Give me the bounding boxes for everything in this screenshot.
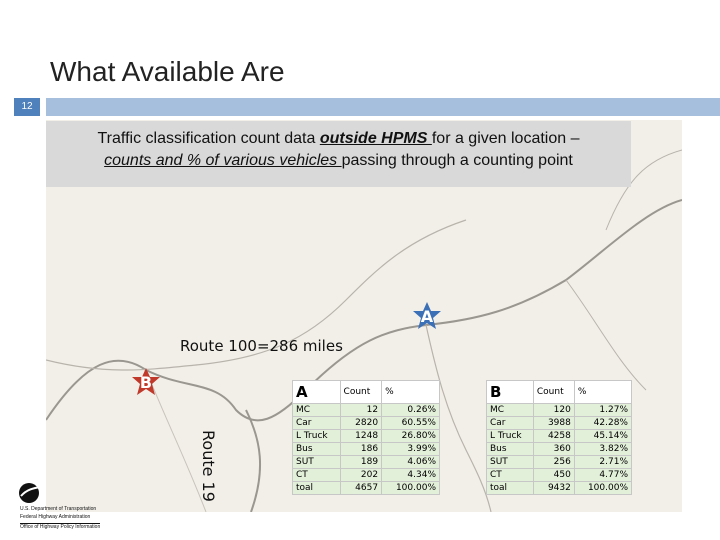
row-percent: 45.14% xyxy=(573,429,633,443)
row-label: toal xyxy=(292,481,341,495)
marker-a: A xyxy=(412,302,442,332)
route-100-label: Route 100=286 miles xyxy=(180,337,343,355)
row-percent: 4.06% xyxy=(381,455,440,469)
table-row: CT 450 4.77% xyxy=(486,468,633,482)
marker-b: B xyxy=(131,368,161,398)
star-icon xyxy=(132,368,160,395)
star-icon xyxy=(413,302,441,329)
row-label: toal xyxy=(486,481,534,495)
count-table-a: A Count% MC 12 0.26% Car 2820 60.55% L Truck 1248… xyxy=(292,380,440,495)
callout-text: for a given location – xyxy=(431,130,580,147)
callout-text: passing through a counting point xyxy=(341,152,573,169)
row-count: 12 xyxy=(339,403,383,417)
row-count: 4657 xyxy=(339,481,383,495)
row-label: Car xyxy=(292,416,341,430)
row-count: 202 xyxy=(339,468,383,482)
table-row: Bus 360 3.82% xyxy=(486,442,633,456)
table-row: SUT 256 2.71% xyxy=(486,455,633,469)
table-row: Bus 186 3.99% xyxy=(292,442,440,456)
row-label: SUT xyxy=(486,455,534,469)
table-row: toal 4657 100.00% xyxy=(292,481,440,495)
row-label: CT xyxy=(486,468,534,482)
table-row: SUT 189 4.06% xyxy=(292,455,440,469)
row-count: 360 xyxy=(532,442,575,456)
column-header-percent: % xyxy=(381,380,440,404)
callout-line-2: counts and % of various vehicles passing… xyxy=(46,150,631,172)
row-label: Car xyxy=(486,416,534,430)
row-label: MC xyxy=(292,403,341,417)
row-count: 4258 xyxy=(532,429,575,443)
row-percent: 60.55% xyxy=(381,416,440,430)
table-row: MC 120 1.27% xyxy=(486,403,633,417)
dot-logo-icon xyxy=(19,483,47,503)
column-header-percent: % xyxy=(573,380,633,404)
table-row: CT 202 4.34% xyxy=(292,468,440,482)
table-header-row: B Count% xyxy=(486,380,633,404)
row-count: 3988 xyxy=(532,416,575,430)
row-label: L Truck xyxy=(292,429,341,443)
table-row: Car 3988 42.28% xyxy=(486,416,633,430)
table-header-row: A Count% xyxy=(292,380,440,404)
route-19-label: Route 19 xyxy=(199,430,218,502)
table-title: A xyxy=(292,380,341,404)
row-label: SUT xyxy=(292,455,341,469)
callout-emphasis: counts and % of various vehicles xyxy=(104,152,342,169)
row-label: Bus xyxy=(292,442,341,456)
row-percent: 100.00% xyxy=(573,481,633,495)
row-label: CT xyxy=(292,468,341,482)
slide-title: What Available Are xyxy=(50,56,285,87)
slide-number: 12 xyxy=(14,98,40,116)
row-label: MC xyxy=(486,403,534,417)
count-table-b: B Count% MC 120 1.27% Car 3988 42.28% L Truck 425… xyxy=(486,380,633,495)
table-row: Car 2820 60.55% xyxy=(292,416,440,430)
row-count: 186 xyxy=(339,442,383,456)
table-row: L Truck 1248 26.80% xyxy=(292,429,440,443)
accent-bar xyxy=(46,98,720,116)
row-count: 120 xyxy=(532,403,575,417)
row-percent: 3.82% xyxy=(573,442,633,456)
row-percent: 4.77% xyxy=(573,468,633,482)
callout-emphasis: outside HPMS xyxy=(319,130,432,147)
row-percent: 100.00% xyxy=(381,481,440,495)
row-count: 1248 xyxy=(339,429,383,443)
column-header-count: Count xyxy=(339,380,383,404)
row-percent: 2.71% xyxy=(573,455,633,469)
column-header-count: Count xyxy=(532,380,575,404)
callout-line-1: Traffic classification count data outsid… xyxy=(46,128,631,150)
table-title: B xyxy=(486,380,534,404)
row-label: Bus xyxy=(486,442,534,456)
row-percent: 42.28% xyxy=(573,416,633,430)
row-percent: 0.26% xyxy=(381,403,440,417)
marker-a-label: A xyxy=(420,307,434,326)
logo-line-3: Office of Highway Policy Information xyxy=(20,523,101,530)
marker-b-label: B xyxy=(139,373,153,392)
table-row: MC 12 0.26% xyxy=(292,403,440,417)
callout-text: Traffic classification count data xyxy=(97,130,320,147)
row-count: 189 xyxy=(339,455,383,469)
row-count: 256 xyxy=(532,455,575,469)
logo-line-2: Federal Highway Administration xyxy=(20,514,91,520)
logo-line-1: U.S. Department of Transportation xyxy=(20,506,97,512)
description-callout: Traffic classification count data outsid… xyxy=(46,121,631,187)
row-label: L Truck xyxy=(486,429,534,443)
fhwa-logo: U.S. Department of Transportation Federa… xyxy=(14,482,124,532)
row-percent: 26.80% xyxy=(381,429,440,443)
table-row: L Truck 4258 45.14% xyxy=(486,429,633,443)
row-percent: 1.27% xyxy=(573,403,633,417)
row-count: 9432 xyxy=(532,481,575,495)
row-percent: 3.99% xyxy=(381,442,440,456)
row-percent: 4.34% xyxy=(381,468,440,482)
table-row: toal 9432 100.00% xyxy=(486,481,633,495)
row-count: 2820 xyxy=(339,416,383,430)
row-count: 450 xyxy=(532,468,575,482)
